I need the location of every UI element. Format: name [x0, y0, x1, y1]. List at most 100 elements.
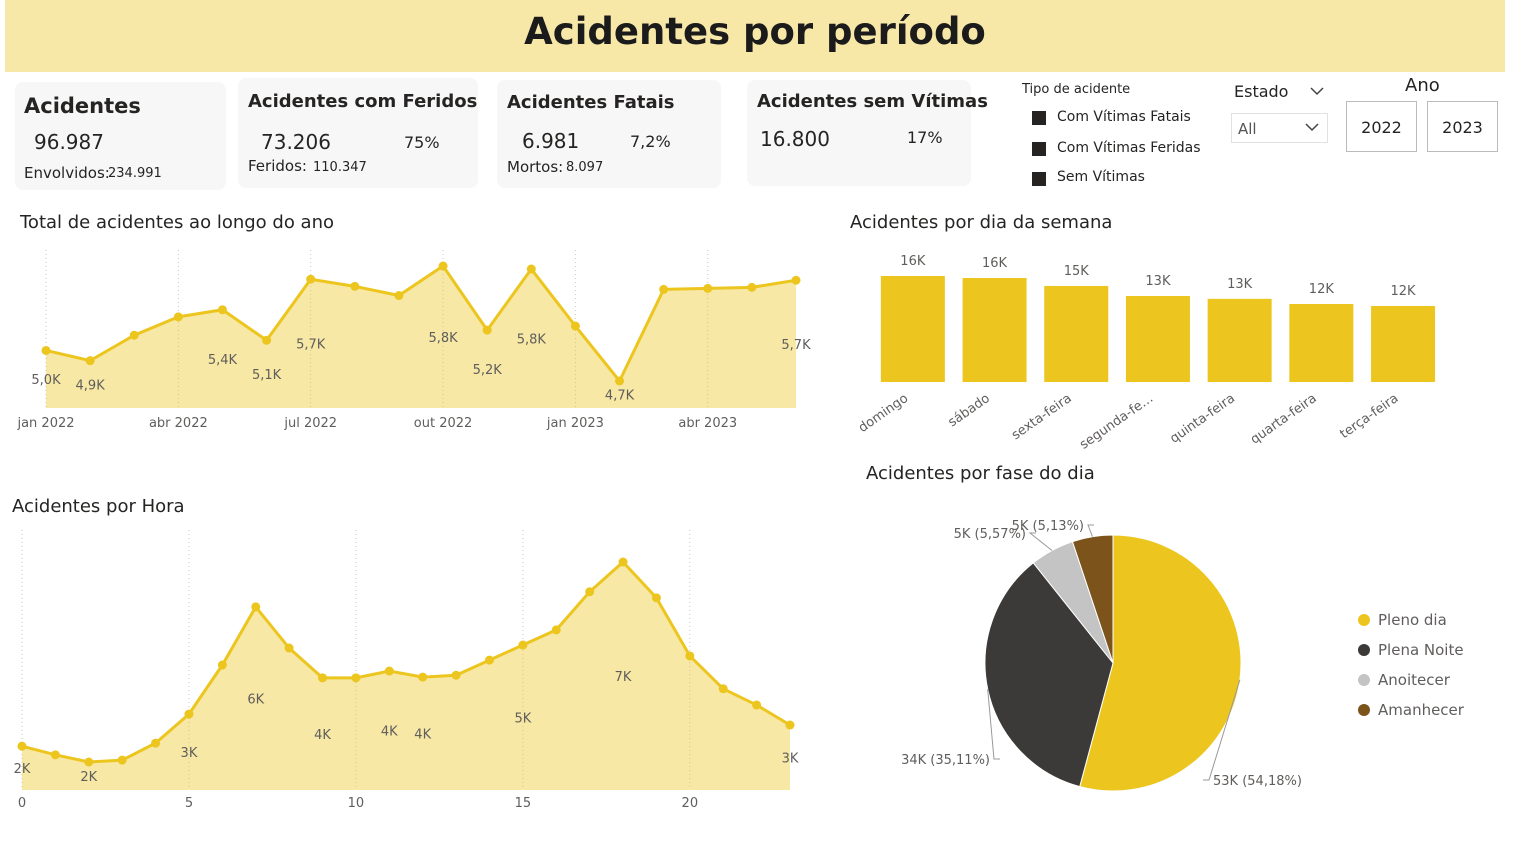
- legend-label: Anoitecer: [1378, 671, 1451, 689]
- point: [384, 666, 394, 676]
- data-label: 4K: [381, 725, 398, 740]
- data-label: 16K: [982, 256, 1008, 271]
- point: [217, 660, 227, 670]
- x-tick-label: quinta-feira: [1167, 391, 1238, 447]
- point: [585, 587, 595, 597]
- card-detail-value: 110.347: [313, 160, 367, 175]
- point: [17, 741, 27, 751]
- x-tick-label: out 2022: [414, 416, 473, 431]
- point: [752, 700, 762, 710]
- header-bar: [5, 0, 1505, 72]
- point: [306, 274, 316, 284]
- point: [85, 356, 95, 366]
- card-percent: 7,2%: [630, 132, 671, 151]
- header-title: Acidentes por período: [524, 10, 986, 53]
- data-label: 3K: [782, 752, 799, 767]
- card-value: 73.206: [261, 130, 331, 154]
- point: [484, 655, 494, 665]
- card-percent: 17%: [907, 128, 943, 147]
- checkbox[interactable]: [1032, 142, 1046, 156]
- bar: [1207, 298, 1272, 382]
- kpi-card: [15, 82, 226, 190]
- x-tick-label: 0: [18, 796, 26, 811]
- data-label: 4K: [314, 728, 331, 743]
- point: [685, 651, 695, 661]
- data-label: 2K: [14, 762, 31, 777]
- data-label: 12K: [1391, 284, 1417, 299]
- kpi-card: [238, 78, 478, 188]
- card-value: 16.800: [760, 127, 830, 151]
- point: [262, 335, 272, 345]
- kpi-card: [497, 80, 721, 188]
- dropdown-value[interactable]: All: [1238, 120, 1257, 138]
- point: [551, 625, 561, 635]
- chevron[interactable]: [1304, 122, 1320, 132]
- area: [22, 562, 790, 790]
- legend-marker: [1358, 644, 1370, 656]
- filter-option[interactable]: Sem Vítimas: [1057, 169, 1145, 185]
- point: [659, 284, 669, 294]
- checkbox[interactable]: [1032, 172, 1046, 186]
- data-label: 5K: [514, 712, 531, 727]
- chart-title: Total de acidentes ao longo do ano: [19, 212, 334, 233]
- point: [318, 673, 328, 683]
- leader-line: [987, 688, 1000, 760]
- point: [418, 672, 428, 682]
- point: [651, 593, 661, 603]
- point: [351, 673, 361, 683]
- point: [718, 684, 728, 694]
- filter-option[interactable]: Com Vítimas Feridas: [1057, 140, 1201, 156]
- data-label: 7K: [615, 670, 632, 685]
- data-label: 15K: [1064, 264, 1090, 279]
- card-title: Acidentes com Feridos: [248, 91, 478, 112]
- chart-title: Acidentes por dia da semana: [850, 212, 1112, 233]
- data-label: 5,8K: [517, 333, 547, 348]
- point: [570, 321, 580, 331]
- x-tick-label: 5: [185, 796, 193, 811]
- x-tick-label: quarta-feira: [1248, 391, 1320, 447]
- x-tick-label: 10: [348, 796, 365, 811]
- card-value: 96.987: [34, 130, 104, 154]
- line: [45, 263, 797, 384]
- legend-marker: [1358, 614, 1370, 626]
- dropdown[interactable]: [1231, 113, 1328, 143]
- point: [173, 312, 183, 322]
- filter-label: Ano: [1405, 75, 1440, 96]
- year-button-label[interactable]: 2022: [1361, 118, 1402, 137]
- data-label: 5,0K: [31, 373, 61, 388]
- point: [217, 305, 227, 315]
- leader-line: [1028, 532, 1053, 551]
- data-label: 5K (5,57%): [954, 527, 1026, 542]
- area: [46, 266, 796, 408]
- year-button-label[interactable]: 2023: [1442, 118, 1483, 137]
- card-percent: 75%: [404, 133, 440, 152]
- x-tick-label: jan 2022: [16, 416, 74, 431]
- data-label: 6K: [247, 692, 264, 707]
- point: [117, 755, 127, 765]
- data-label: 5,7K: [296, 338, 326, 353]
- year-button[interactable]: [1346, 101, 1417, 152]
- card-title: Acidentes: [24, 94, 141, 118]
- data-label: 34K (35,11%): [901, 753, 990, 768]
- legend-label: Pleno dia: [1378, 611, 1447, 629]
- legend-marker: [1358, 674, 1370, 686]
- point: [791, 275, 801, 285]
- x-tick-label: terça-feira: [1337, 391, 1401, 442]
- filter-option[interactable]: Com Vítimas Fatais: [1057, 109, 1191, 125]
- card-detail-value: 234.991: [108, 166, 162, 181]
- data-label: 5K (5,13%): [1012, 519, 1084, 534]
- leader-line: [1203, 679, 1241, 781]
- chart-title: Acidentes por Hora: [12, 496, 185, 517]
- point: [50, 750, 60, 760]
- checkbox[interactable]: [1032, 111, 1046, 125]
- chevron[interactable]: [1309, 86, 1325, 96]
- data-label: 16K: [900, 254, 926, 269]
- year-button[interactable]: [1427, 101, 1498, 152]
- x-tick-label: sábado: [946, 391, 993, 430]
- x-tick-label: jul 2022: [283, 416, 337, 431]
- card-detail-value: 8.097: [566, 160, 604, 175]
- bar: [1044, 285, 1109, 382]
- filter-label: Estado: [1234, 82, 1289, 101]
- point: [151, 738, 161, 748]
- x-tick-label: jan 2023: [546, 416, 604, 431]
